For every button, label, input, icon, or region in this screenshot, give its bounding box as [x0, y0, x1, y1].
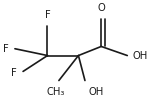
Text: F: F: [3, 44, 8, 54]
Text: OH: OH: [132, 51, 147, 61]
Text: F: F: [45, 10, 50, 20]
Text: O: O: [97, 3, 105, 13]
Text: CH₃: CH₃: [47, 87, 65, 97]
Text: F: F: [11, 68, 17, 78]
Text: OH: OH: [88, 87, 104, 97]
